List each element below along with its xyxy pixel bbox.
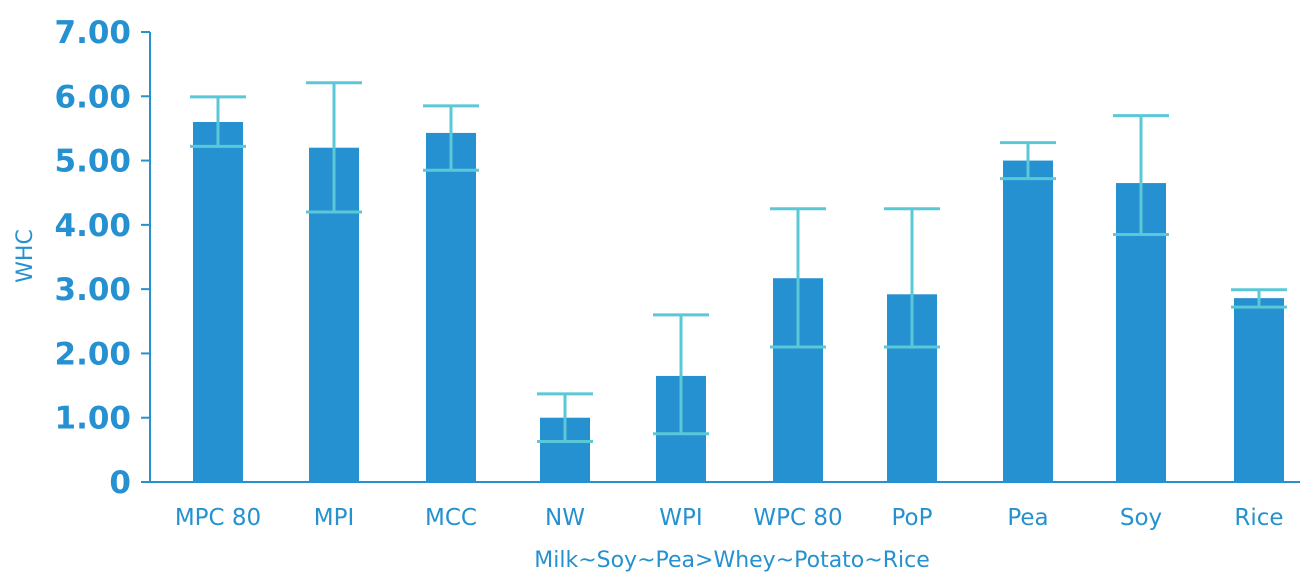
bar-pea xyxy=(1003,160,1053,483)
y-axis-label: WHC xyxy=(13,229,38,283)
x-tick-label: Soy xyxy=(1120,505,1162,531)
y-tick-label: 5.00 xyxy=(55,144,132,180)
axes-layer xyxy=(141,31,1300,483)
x-tick-label: Pea xyxy=(1007,505,1048,531)
y-tick-label: 6.00 xyxy=(55,79,132,115)
x-tick-labels: MPC 80 MPI MCC NW WPI WPC 80 PoP Pea Soy Rice xyxy=(175,505,1284,531)
y-tick-label: 4.00 xyxy=(55,208,132,244)
y-tick-label: 0 xyxy=(109,465,131,501)
bar-mpc-80 xyxy=(193,122,243,482)
y-tick-label: 2.00 xyxy=(55,336,132,372)
x-tick-label: NW xyxy=(545,505,585,531)
y-tick-labels: 0 1.00 2.00 3.00 4.00 5.00 6.00 7.00 xyxy=(55,15,132,501)
x-tick-label: PoP xyxy=(892,505,933,531)
y-tick-label: 1.00 xyxy=(55,401,132,437)
bar-mcc xyxy=(426,132,476,482)
bar-rice xyxy=(1234,298,1284,482)
bars-layer xyxy=(193,122,1284,483)
y-tick-label: 3.00 xyxy=(55,272,132,308)
x-tick-label: MPC 80 xyxy=(175,505,261,531)
error-bars-layer xyxy=(190,81,1287,443)
x-tick-label: WPC 80 xyxy=(753,505,842,531)
y-tick-label: 7.00 xyxy=(55,15,132,51)
x-tick-label: Rice xyxy=(1234,505,1283,531)
x-tick-label: WPI xyxy=(659,505,702,531)
x-tick-label: MPI xyxy=(314,505,355,531)
x-tick-label: MCC xyxy=(425,505,477,531)
x-axis-label: Milk~Soy~Pea>Whey~Potato~Rice xyxy=(534,548,929,573)
